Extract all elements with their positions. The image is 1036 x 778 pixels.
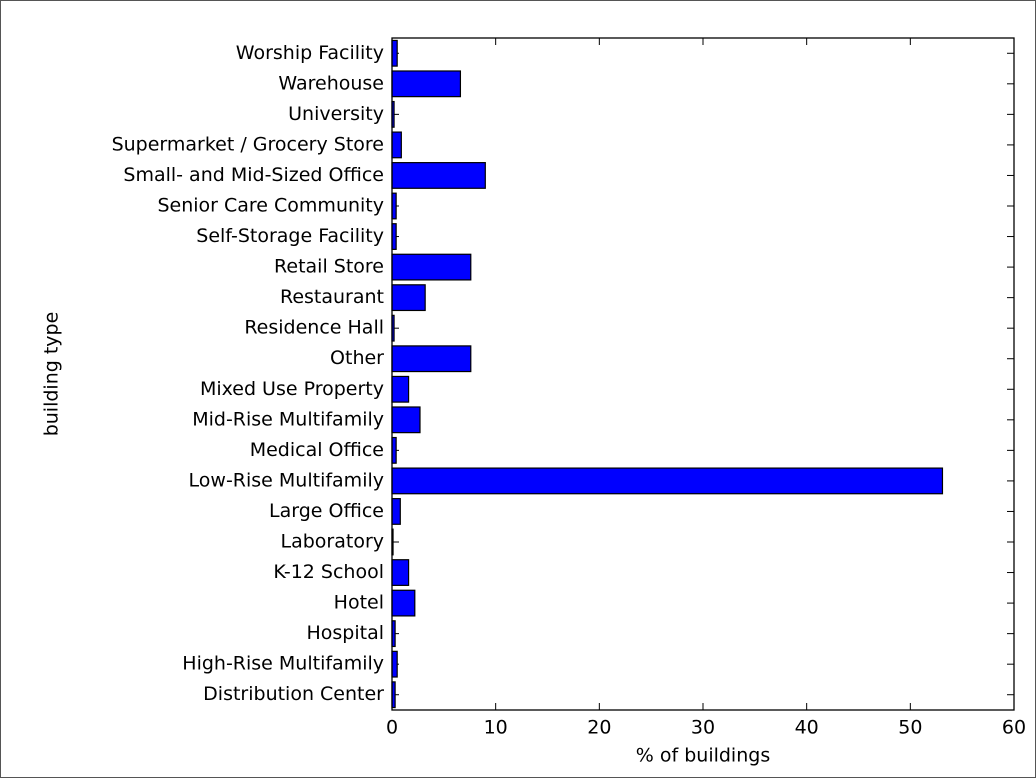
y-axis-label: building type: [41, 312, 63, 437]
x-axis-label: % of buildings: [636, 745, 770, 767]
bar: [391, 70, 462, 98]
y-tick-label: Small- and Mid-Sized Office: [123, 164, 384, 186]
bar: [391, 39, 398, 67]
bar: [391, 559, 410, 586]
x-tick-label: 10: [484, 717, 508, 739]
y-tick-label: Supermarket / Grocery Store: [112, 133, 384, 155]
bar: [391, 162, 486, 189]
bar: [391, 253, 472, 281]
y-tick-label: High-Rise Multifamily: [182, 653, 384, 675]
y-tick-label: Laboratory: [281, 531, 385, 553]
bar: [391, 284, 426, 312]
bar: [391, 131, 402, 159]
y-tick-label: K-12 School: [273, 561, 384, 583]
y-tick-label: Warehouse: [278, 72, 384, 94]
bar: [391, 498, 401, 525]
x-tick-label: 0: [386, 717, 398, 739]
bar: [391, 467, 944, 495]
bar: [391, 650, 398, 678]
y-tick-label: Mixed Use Property: [200, 378, 384, 400]
y-tick-label: Worship Facility: [236, 42, 384, 64]
y-tick-label: Large Office: [269, 500, 384, 522]
y-tick-label: Self-Storage Facility: [196, 225, 384, 247]
bar: [391, 406, 421, 434]
y-tick-label: Other: [330, 347, 384, 369]
x-tick-label: 50: [898, 717, 922, 739]
y-tick-label: Mid-Rise Multifamily: [192, 408, 384, 430]
bar: [391, 375, 410, 403]
x-tick-label: 40: [795, 717, 819, 739]
bar: [391, 345, 472, 373]
x-tick-label: 60: [1002, 717, 1026, 739]
y-tick-label: Retail Store: [274, 256, 384, 278]
y-tick-label: Residence Hall: [244, 317, 384, 339]
x-tick-label: 30: [691, 717, 715, 739]
y-tick-label: Hospital: [306, 622, 384, 644]
plot-frame: [391, 37, 1015, 711]
y-tick-label: University: [288, 103, 384, 125]
y-tick-label: Hotel: [334, 592, 384, 614]
bar: [391, 589, 416, 617]
y-tick-label: Restaurant: [280, 286, 384, 308]
y-tick-label: Low-Rise Multifamily: [189, 469, 384, 491]
y-tick-label: Medical Office: [250, 439, 384, 461]
x-tick-label: 20: [587, 717, 611, 739]
y-tick-label: Senior Care Community: [157, 195, 384, 217]
y-tick-label: Distribution Center: [203, 683, 384, 705]
